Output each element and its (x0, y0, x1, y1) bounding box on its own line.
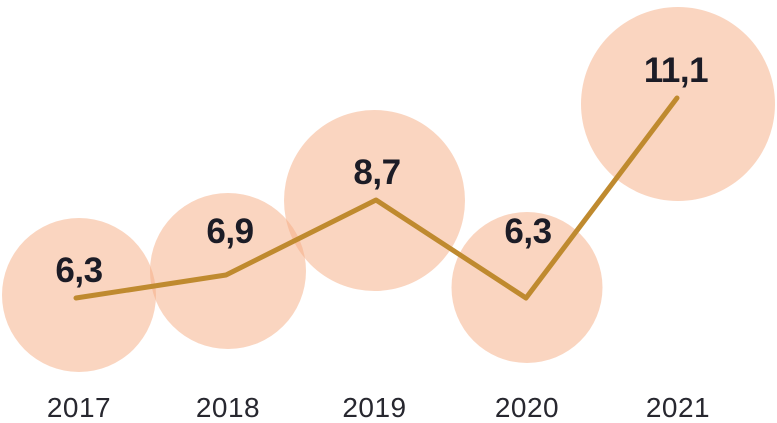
category-labels-layer: 2017 2018 2019 2020 2021 (47, 392, 710, 423)
trend-line-layer (73, 95, 680, 301)
value-labels-layer: 6,3 6,9 8,7 6,3 11,1 (55, 51, 708, 290)
value-label-2020: 6,3 (504, 212, 551, 251)
value-label-2019: 8,7 (353, 153, 400, 192)
category-label-2019: 2019 (342, 392, 406, 423)
value-label-2021: 11,1 (644, 51, 708, 90)
bubble-2017 (2, 218, 156, 372)
category-label-2017: 2017 (47, 392, 111, 423)
trend-line (73, 95, 680, 301)
value-label-2018: 6,9 (206, 212, 253, 251)
bubble-2018 (150, 193, 306, 349)
bubble-2021 (581, 7, 775, 201)
value-label-2017: 6,3 (55, 251, 102, 290)
bubbles-layer (2, 7, 775, 372)
category-label-2018: 2018 (196, 392, 260, 423)
category-label-2021: 2021 (646, 392, 710, 423)
category-label-2020: 2020 (495, 392, 559, 423)
